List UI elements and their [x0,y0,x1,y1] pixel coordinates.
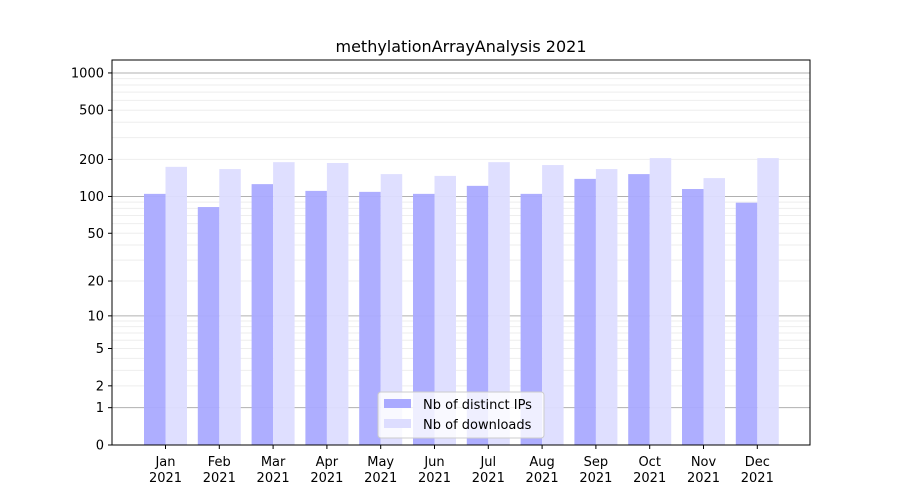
bar-distinct-ips [305,190,327,445]
bar-distinct-ips [682,189,704,445]
y-tick-label: 1 [96,401,104,416]
chart-title: methylationArrayAnalysis 2021 [335,37,586,56]
bar-downloads [165,166,187,445]
x-tick-label: Feb 2021 [203,455,236,486]
bar-distinct-ips [520,193,543,445]
bar-downloads [273,162,295,445]
y-tick-label: 1000 [71,66,104,81]
x-tick-label: Aug 2021 [526,455,559,486]
bar-downloads [595,169,618,445]
bar-downloads [649,158,672,446]
bar-distinct-ips [466,185,489,446]
y-tick-label: 50 [87,227,104,242]
y-tick-label: 5 [96,342,104,357]
bar-downloads [703,178,725,445]
y-tick-label: 500 [79,104,104,119]
y-tick-label: 100 [79,190,104,205]
bar-distinct-ips [628,174,650,445]
bar-downloads [326,163,349,445]
bar-downloads [757,158,779,446]
y-tick-label: 200 [79,153,104,168]
y-tick-label: 2 [96,379,104,394]
plot-frame [111,59,811,446]
bar-distinct-ips [197,207,220,445]
legend-box [377,391,545,439]
legend: Nb of distinct IPs Nb of downloads [377,391,545,439]
legend-swatch [384,399,411,408]
x-tick-label: Oct 2021 [633,455,666,486]
y-axis: 0 1 2 5 10 20 50 100 200 500 1000 [71,66,112,454]
bar-downloads [219,169,241,445]
y-tick-label: 10 [87,309,104,324]
y-tick-label: 20 [87,275,104,290]
bar-distinct-ips [735,202,758,445]
bar-downloads [542,165,564,445]
x-tick-label: Jan 2021 [149,455,182,486]
bar-distinct-ips [251,184,274,445]
bars [144,158,779,446]
x-axis: Jan 2021 Feb 2021 Mar 2021 Apr 2021 May 2021 Jun 20… [149,445,774,486]
x-tick-label: Sep 2021 [579,455,612,486]
bar-downloads [434,175,456,445]
x-tick-label: May 2021 [364,455,397,486]
bar-distinct-ips [574,178,596,445]
y-tick-label: 0 [96,439,104,454]
x-tick-label: Nov 2021 [687,455,720,486]
bar-distinct-ips [359,191,381,445]
legend-swatch [384,419,411,428]
legend-label: Nb of distinct IPs [423,398,532,413]
bar-downloads [380,174,403,445]
x-tick-label: Jun 2021 [418,455,451,486]
x-tick-label: Jul 2021 [472,455,505,486]
x-tick-label: Mar 2021 [257,455,290,486]
bar-downloads [488,162,510,445]
x-tick-label: Dec 2021 [741,455,774,486]
bar-distinct-ips [144,193,166,445]
x-tick-label: Apr 2021 [310,455,343,486]
legend-label: Nb of downloads [423,418,532,433]
bar-distinct-ips [413,193,435,445]
